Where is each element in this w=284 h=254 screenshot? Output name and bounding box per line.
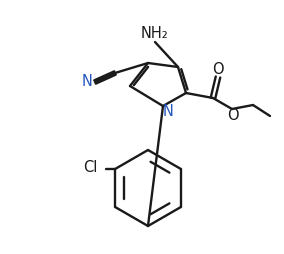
Text: O: O [212,61,224,76]
Text: Cl: Cl [83,160,97,174]
Text: N: N [162,103,174,119]
Text: NH₂: NH₂ [141,25,169,40]
Text: O: O [227,107,239,122]
Text: N: N [82,74,92,89]
